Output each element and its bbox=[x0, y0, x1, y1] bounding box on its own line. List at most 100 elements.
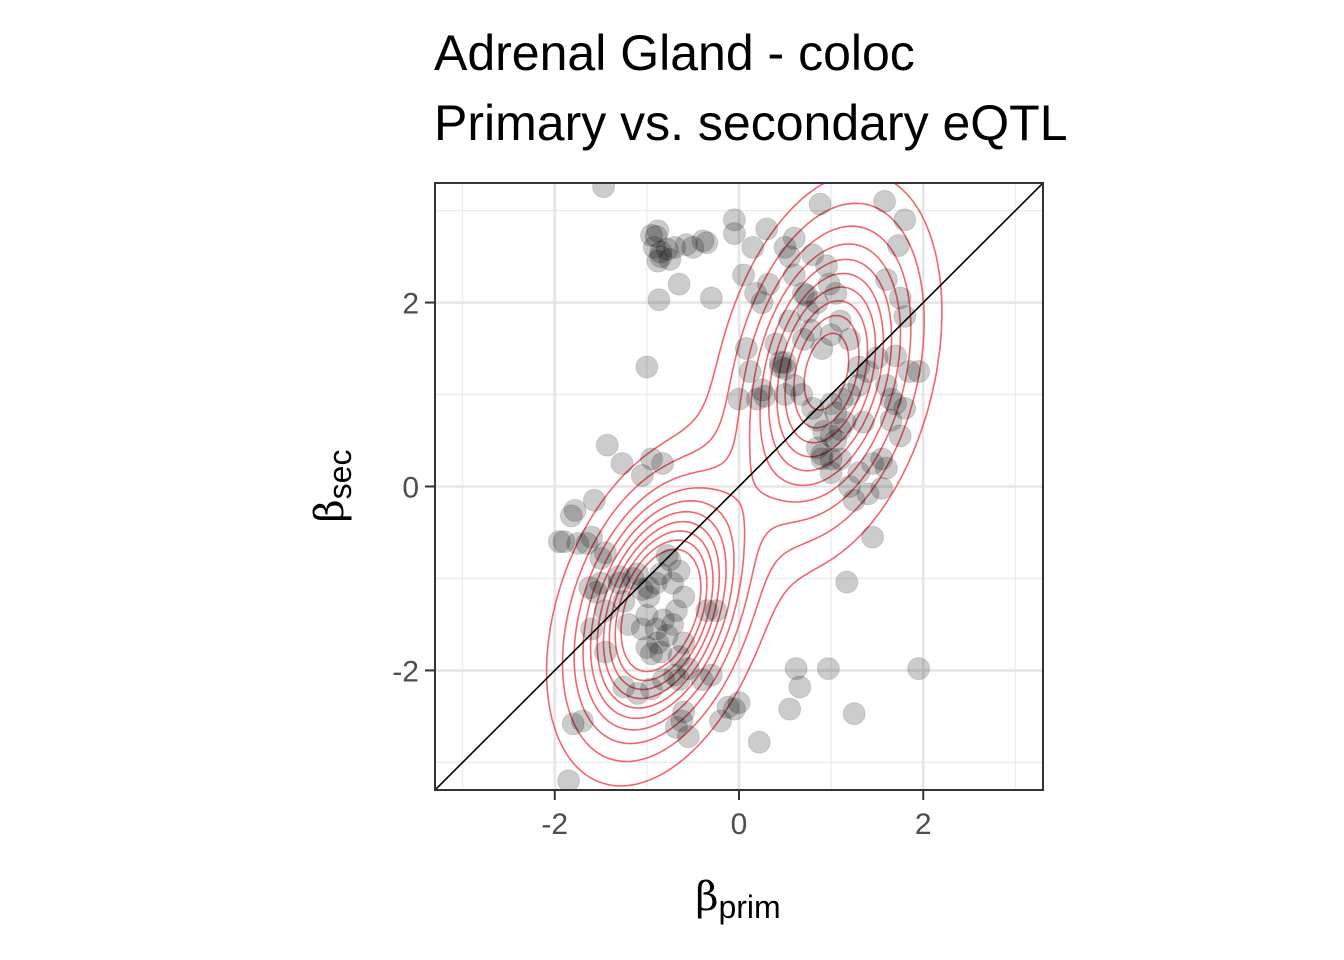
data-point bbox=[794, 283, 818, 307]
data-point bbox=[865, 346, 889, 370]
data-point bbox=[635, 635, 659, 659]
data-point bbox=[808, 192, 832, 216]
data-point bbox=[842, 488, 866, 512]
data-point bbox=[570, 709, 594, 733]
data-point bbox=[874, 456, 898, 480]
data-point bbox=[778, 697, 802, 721]
data-point bbox=[612, 675, 636, 699]
data-point bbox=[639, 447, 663, 471]
data-point bbox=[753, 384, 777, 408]
density-contours bbox=[545, 183, 943, 787]
data-point bbox=[907, 657, 931, 681]
data-point bbox=[893, 304, 917, 328]
data-point bbox=[851, 410, 875, 434]
data-point bbox=[670, 709, 694, 733]
data-point bbox=[593, 541, 617, 565]
data-point bbox=[768, 355, 792, 379]
data-point bbox=[815, 254, 839, 278]
data-point bbox=[747, 730, 771, 754]
data-point bbox=[870, 476, 894, 500]
y-axis-label: βsec bbox=[307, 450, 358, 523]
chart-subtitle: Primary vs. secondary eQTL bbox=[434, 95, 1068, 151]
data-point bbox=[861, 452, 885, 476]
data-point bbox=[745, 387, 769, 411]
data-point bbox=[593, 599, 617, 623]
data-point bbox=[893, 396, 917, 420]
data-point bbox=[589, 546, 613, 570]
data-point bbox=[888, 286, 912, 310]
data-point bbox=[801, 243, 825, 267]
x-axis-label: βprim bbox=[695, 874, 780, 925]
data-point bbox=[667, 559, 691, 583]
data-point bbox=[727, 691, 751, 715]
data-point bbox=[593, 640, 617, 664]
data-point bbox=[635, 603, 659, 627]
identity-line bbox=[435, 183, 1043, 790]
data-point bbox=[709, 709, 733, 733]
data-point bbox=[658, 247, 682, 271]
data-point bbox=[559, 504, 583, 528]
data-point bbox=[833, 410, 857, 434]
data-point bbox=[672, 585, 696, 609]
contour-line bbox=[608, 300, 869, 691]
data-point bbox=[842, 702, 866, 726]
data-point bbox=[819, 392, 843, 416]
data-point bbox=[750, 291, 774, 315]
data-point bbox=[782, 373, 806, 397]
data-point bbox=[819, 461, 843, 485]
data-point bbox=[695, 231, 719, 255]
data-point bbox=[561, 712, 585, 736]
data-point bbox=[810, 447, 834, 471]
data-point bbox=[649, 245, 673, 269]
data-point bbox=[651, 452, 675, 476]
data-point bbox=[817, 272, 841, 296]
data-point bbox=[639, 677, 663, 701]
data-point bbox=[799, 318, 823, 342]
data-point bbox=[812, 419, 836, 443]
data-point bbox=[649, 562, 673, 586]
data-point bbox=[644, 571, 668, 595]
data-point bbox=[830, 387, 854, 411]
y-axis-label-symbol: β bbox=[307, 499, 353, 522]
data-point bbox=[805, 408, 829, 432]
data-point bbox=[691, 229, 715, 253]
data-point bbox=[888, 424, 912, 448]
data-point bbox=[580, 525, 604, 549]
data-point bbox=[796, 300, 820, 324]
data-point bbox=[738, 360, 762, 384]
contour-line bbox=[614, 314, 860, 682]
data-point bbox=[639, 223, 663, 247]
data-point bbox=[778, 309, 802, 333]
data-point bbox=[695, 599, 719, 623]
data-point bbox=[667, 668, 691, 692]
data-point bbox=[582, 488, 606, 512]
data-point bbox=[589, 571, 613, 595]
data-point bbox=[879, 387, 903, 411]
data-point bbox=[630, 463, 654, 487]
data-point bbox=[672, 631, 696, 655]
data-point bbox=[810, 442, 834, 466]
y-tick-label: 0 bbox=[402, 472, 419, 505]
data-point bbox=[676, 725, 700, 749]
data-point bbox=[651, 668, 675, 692]
data-point bbox=[646, 631, 670, 655]
data-point bbox=[644, 617, 668, 641]
data-point bbox=[621, 566, 645, 590]
data-point bbox=[727, 387, 751, 411]
data-point bbox=[791, 281, 815, 305]
data-point bbox=[667, 272, 691, 296]
data-point bbox=[578, 576, 602, 600]
data-point bbox=[699, 663, 723, 687]
data-point bbox=[661, 612, 685, 636]
data-point bbox=[655, 237, 679, 261]
data-point bbox=[884, 344, 908, 368]
data-point bbox=[658, 548, 682, 572]
data-point bbox=[630, 578, 654, 602]
data-points bbox=[547, 183, 931, 790]
y-axis: -2 0 2 bbox=[392, 288, 435, 688]
data-point bbox=[824, 429, 848, 453]
contour-line bbox=[545, 183, 943, 787]
data-point bbox=[805, 291, 829, 315]
data-point bbox=[782, 263, 806, 287]
data-point bbox=[681, 235, 705, 259]
